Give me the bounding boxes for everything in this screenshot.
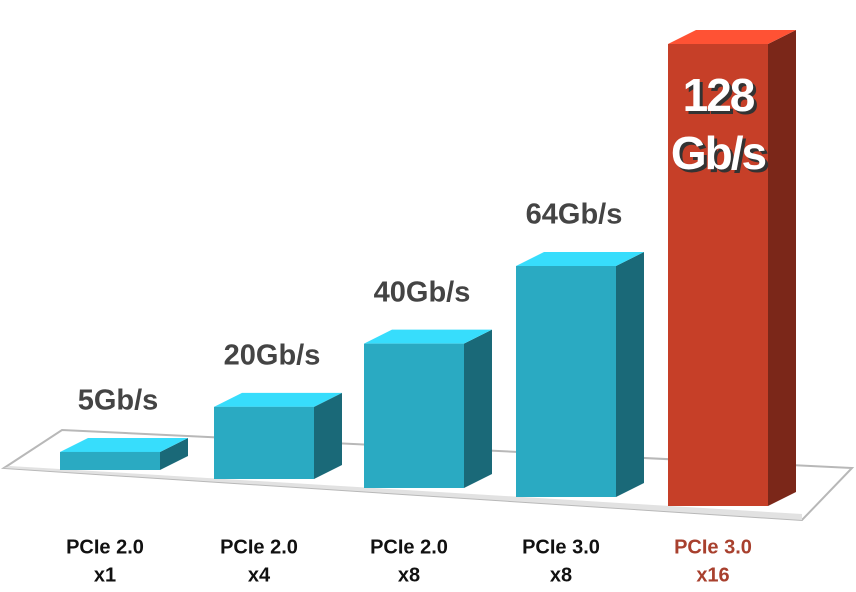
bar (668, 44, 768, 506)
value-label: 5Gb/s (78, 385, 159, 417)
bar-top (214, 392, 342, 407)
bar-top (60, 437, 188, 452)
x-tick-label: x8 (550, 564, 572, 586)
bar-side (768, 30, 796, 506)
x-tick-label: x8 (398, 564, 420, 586)
x-tick-label: x16 (696, 564, 729, 586)
bar-side (616, 252, 644, 497)
x-tick-label: PCIe 2.0 (220, 536, 298, 558)
bar (60, 451, 160, 470)
x-tick-label: PCIe 3.0 (522, 536, 600, 558)
bar-side (160, 437, 188, 470)
value-label-shadow: Gb/s (674, 130, 769, 182)
x-tick-label: x1 (94, 564, 116, 586)
floor-shadow (4, 466, 802, 520)
value-label: 128 (683, 69, 755, 121)
bar-side (464, 329, 492, 488)
x-tick-label: PCIe 2.0 (370, 536, 448, 558)
bar (364, 343, 464, 488)
x-tick-label: PCIe 2.0 (66, 536, 144, 558)
x-tick-label: x4 (248, 564, 271, 586)
value-label-shadow: 128 (686, 72, 758, 124)
value-label: 64Gb/s (526, 199, 623, 231)
x-tick-label: PCIe 3.0 (674, 536, 752, 558)
bar-top (364, 329, 492, 344)
value-label: Gb/s (671, 127, 766, 179)
bar-side (314, 392, 342, 479)
bar-top (668, 30, 796, 44)
bar-top (516, 252, 644, 266)
value-label: 40Gb/s (374, 276, 471, 308)
bar (214, 406, 314, 479)
value-label: 20Gb/s (224, 339, 321, 371)
bar (516, 266, 616, 497)
